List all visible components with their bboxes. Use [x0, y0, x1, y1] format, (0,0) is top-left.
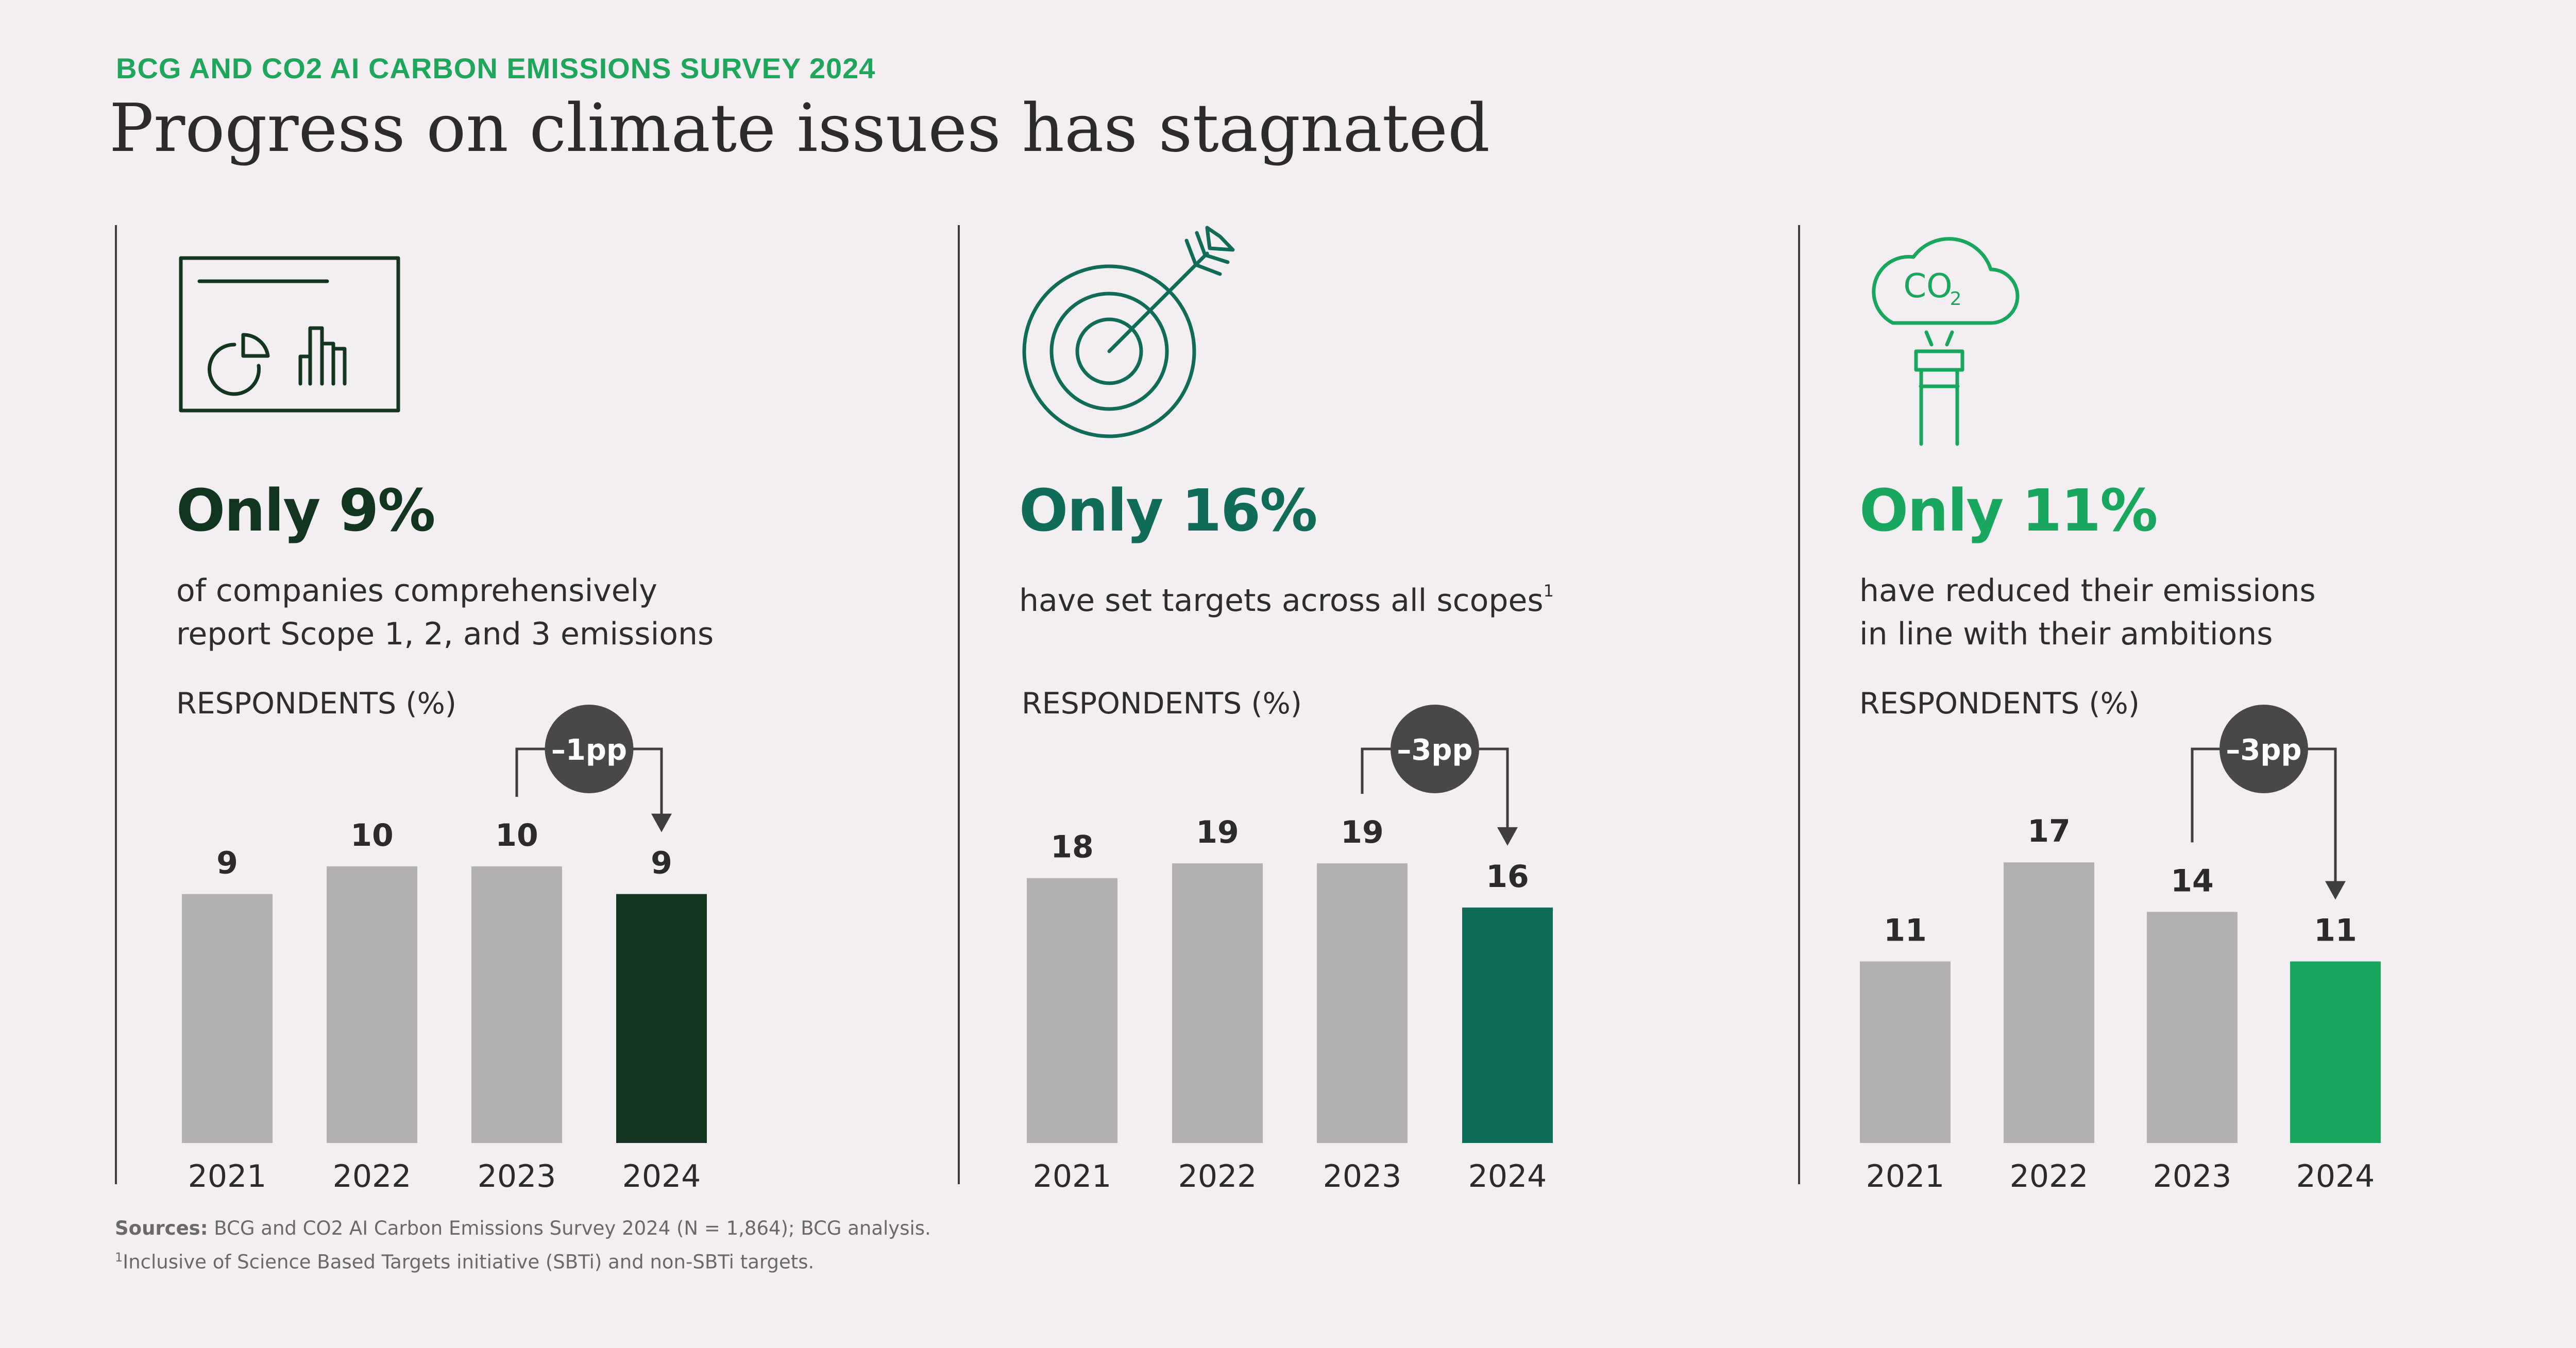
change-badge-label: –1pp — [551, 733, 627, 767]
bar-2022 — [327, 866, 417, 1143]
subtext-emissions: have reduced their emissions in line wit… — [1859, 569, 2316, 656]
bar-value-label: 16 — [1486, 859, 1529, 895]
bar-chart-emissions: 11 2021 17 2022 14 2023 11 2024 –3pp — [1860, 705, 2381, 1195]
subtext-line: have set targets across all scopes — [1019, 583, 1544, 619]
subtext-line: of companies comprehensively — [176, 573, 657, 609]
target-arrow-icon — [1022, 226, 1235, 438]
change-badge — [545, 705, 634, 793]
page-title: Progress on climate issues has stagnated — [109, 90, 1490, 167]
footnote-marker: 1 — [1543, 581, 1554, 601]
subtext-line: in line with their ambitions — [1859, 616, 2273, 652]
x-tick-label: 2024 — [2296, 1158, 2375, 1195]
sources-text: BCG and CO2 AI Carbon Emissions Survey 2… — [208, 1217, 931, 1239]
bar-value-label: 19 — [1196, 814, 1239, 850]
bar-2023 — [2147, 912, 2238, 1143]
x-tick-label: 2024 — [1468, 1158, 1547, 1195]
panel-reporting: Only 9% of companies comprehensively rep… — [115, 225, 960, 1195]
bar-2021 — [1027, 878, 1117, 1143]
x-tick-label: 2021 — [1866, 1158, 1945, 1195]
change-badge-label: –3pp — [1397, 733, 1472, 767]
co2-cloud-chimney-icon: CO 2 — [1872, 237, 2020, 446]
x-tick-label: 2023 — [2153, 1158, 2232, 1195]
bar-2024 — [616, 894, 707, 1143]
eyebrow-label: BCG AND CO2 AI CARBON EMISSIONS SURVEY 2… — [116, 52, 876, 84]
bar-chart-targets: 18 2021 19 2022 19 2023 16 2024 –3pp — [1027, 705, 1553, 1195]
sources-label: Sources: — [115, 1217, 208, 1239]
bar-2023 — [471, 866, 562, 1143]
x-tick-label: 2024 — [622, 1158, 701, 1195]
x-tick-label: 2022 — [1178, 1158, 1257, 1195]
bar-2024 — [1462, 907, 1553, 1143]
respondents-label: RESPONDENTS (%) — [176, 687, 456, 721]
respondents-label: RESPONDENTS (%) — [1859, 687, 2140, 721]
co2-subscript: 2 — [1950, 288, 1962, 310]
bar-value-label: 9 — [216, 845, 238, 881]
bar-value-label: 10 — [495, 817, 538, 854]
x-tick-label: 2023 — [1323, 1158, 1402, 1195]
bar-2021 — [1860, 961, 1951, 1143]
bar-2023 — [1317, 863, 1408, 1143]
bar-value-label: 18 — [1050, 829, 1094, 865]
bar-value-label: 10 — [350, 817, 394, 854]
subtext-line: have reduced their emissions — [1859, 573, 2316, 609]
note-marker: 1 — [115, 1250, 123, 1265]
headline-reporting: Only 9% — [176, 477, 435, 544]
footnotes: Sources: BCG and CO2 AI Carbon Emissions… — [115, 1214, 931, 1276]
x-tick-label: 2021 — [188, 1158, 267, 1195]
x-tick-label: 2022 — [2010, 1158, 2089, 1195]
headline-emissions: Only 11% — [1859, 477, 2158, 544]
dashboard-chart-icon — [179, 256, 400, 413]
bar-value-label: 11 — [1884, 913, 1927, 949]
x-tick-label: 2023 — [478, 1158, 556, 1195]
change-badge — [2219, 705, 2308, 793]
respondents-label: RESPONDENTS (%) — [1022, 687, 1302, 721]
bar-2021 — [182, 894, 273, 1143]
subtext-line: report Scope 1, 2, and 3 emissions — [176, 616, 714, 652]
change-badge-label: –3pp — [2226, 733, 2301, 767]
note-text: Inclusive of Science Based Targets initi… — [123, 1251, 815, 1273]
change-arrow — [1497, 827, 1518, 846]
change-arrow — [2325, 881, 2346, 900]
subtext-targets: have set targets across all scopes1 — [1019, 569, 1554, 622]
bar-value-label: 9 — [651, 845, 672, 881]
bar-2022 — [1172, 863, 1263, 1143]
co2-text: CO — [1903, 267, 1952, 305]
bar-2024 — [2290, 961, 2381, 1143]
panel-targets: Only 16% have set targets across all sco… — [958, 225, 1803, 1195]
x-tick-label: 2022 — [333, 1158, 412, 1195]
bar-value-label: 11 — [2314, 913, 2357, 949]
bar-2022 — [2004, 862, 2094, 1143]
bar-value-label: 17 — [2027, 813, 2071, 849]
change-arrow — [651, 813, 672, 832]
headline-targets: Only 16% — [1019, 477, 1317, 544]
subtext-reporting: of companies comprehensively report Scop… — [176, 569, 714, 656]
bar-value-label: 14 — [2171, 863, 2214, 899]
x-tick-label: 2021 — [1033, 1158, 1112, 1195]
panel-emissions: CO 2 Only 11% have reduced their emissio… — [1798, 225, 2576, 1195]
bar-value-label: 19 — [1341, 814, 1384, 850]
bar-chart-reporting: 9 2021 10 2022 10 2023 9 2024 –1pp — [182, 705, 707, 1195]
change-badge — [1391, 705, 1479, 793]
